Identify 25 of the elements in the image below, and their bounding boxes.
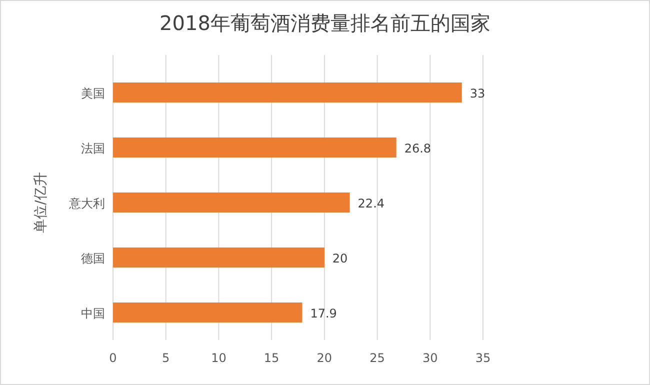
data-label: 17.9 — [310, 306, 337, 320]
x-tick-label: 10 — [211, 351, 226, 365]
bar — [113, 138, 396, 158]
chart-title: 2018年葡萄酒消费量排名前五的国家 — [160, 11, 490, 35]
x-tick-label: 35 — [475, 351, 491, 365]
bar — [113, 192, 350, 212]
bar — [113, 248, 324, 268]
data-label: 20 — [332, 252, 348, 266]
y-tick-label: 法国 — [81, 142, 105, 156]
y-tick-label: 意大利 — [68, 196, 105, 210]
x-tick-label: 5 — [162, 351, 170, 365]
data-label: 22.4 — [358, 196, 385, 210]
x-tick-label: 0 — [109, 351, 117, 365]
data-label: 33 — [470, 86, 486, 100]
y-tick-label: 德国 — [81, 252, 105, 266]
x-tick-label: 25 — [370, 351, 385, 365]
bar — [113, 82, 462, 102]
bar — [113, 302, 302, 322]
x-tick-label: 30 — [422, 351, 438, 365]
x-tick-label: 15 — [264, 351, 280, 365]
data-label: 26.8 — [404, 142, 432, 156]
y-tick-label: 中国 — [81, 306, 105, 320]
x-tick-label: 20 — [316, 351, 332, 365]
y-axis-title: 单位/亿升 — [33, 172, 49, 233]
y-tick-label: 美国 — [81, 86, 105, 100]
